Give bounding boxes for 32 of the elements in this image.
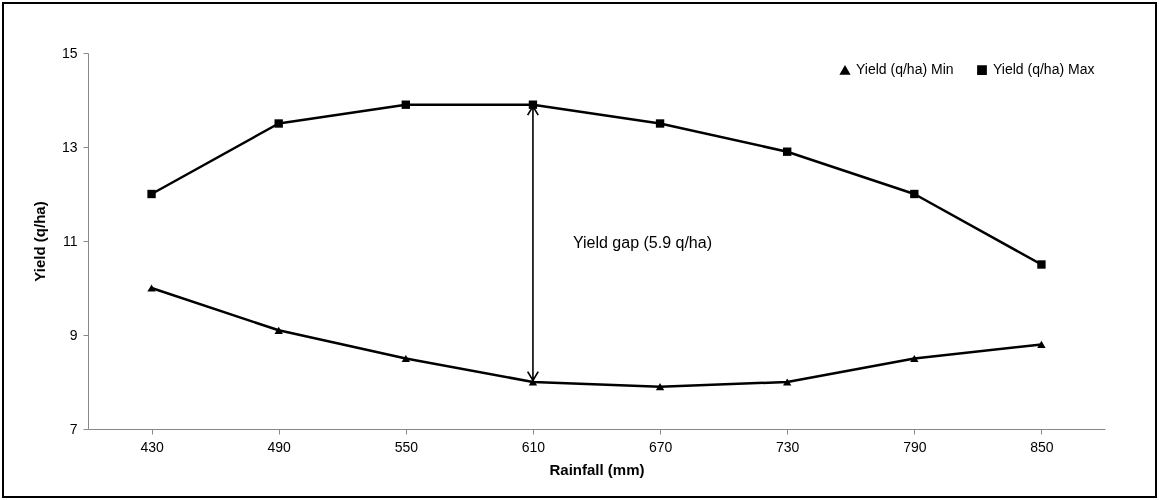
point	[655, 119, 665, 128]
x-tick-label: 670	[648, 438, 673, 455]
x-tick-label: 490	[267, 438, 292, 455]
point	[274, 326, 283, 334]
legend-label: Yield (q/ha) Min	[856, 61, 954, 78]
x-axis-title: Rainfall (mm)	[549, 460, 645, 478]
y-tick-label: 15	[61, 44, 78, 61]
point	[1037, 340, 1046, 349]
point	[655, 383, 665, 391]
y-axis-title: Yield (q/ha)	[30, 201, 48, 282]
point	[147, 189, 156, 199]
point	[401, 354, 410, 363]
x-tick-label: 430	[140, 438, 164, 455]
x-tick-label: 550	[394, 438, 419, 455]
annotation: Yield gap (5.9 q/ha)	[572, 234, 712, 252]
point	[783, 378, 792, 386]
x-tick-label: 610	[521, 438, 546, 455]
point	[783, 147, 792, 156]
x-tick-label: 850	[1030, 438, 1054, 455]
point	[274, 119, 283, 128]
point	[147, 284, 156, 292]
y-tick-label: 11	[62, 232, 78, 249]
legend-label: Yield (q/ha) Max	[993, 61, 1095, 78]
y-tick-label: 13	[61, 138, 78, 155]
x-tick-label: 730	[776, 438, 800, 455]
point	[401, 100, 410, 109]
point	[910, 189, 919, 199]
y-tick-label: 9	[69, 326, 78, 343]
point	[910, 354, 919, 363]
point	[1037, 260, 1046, 269]
x-tick-label: 790	[903, 438, 927, 455]
y-tick-label: 7	[69, 420, 78, 437]
